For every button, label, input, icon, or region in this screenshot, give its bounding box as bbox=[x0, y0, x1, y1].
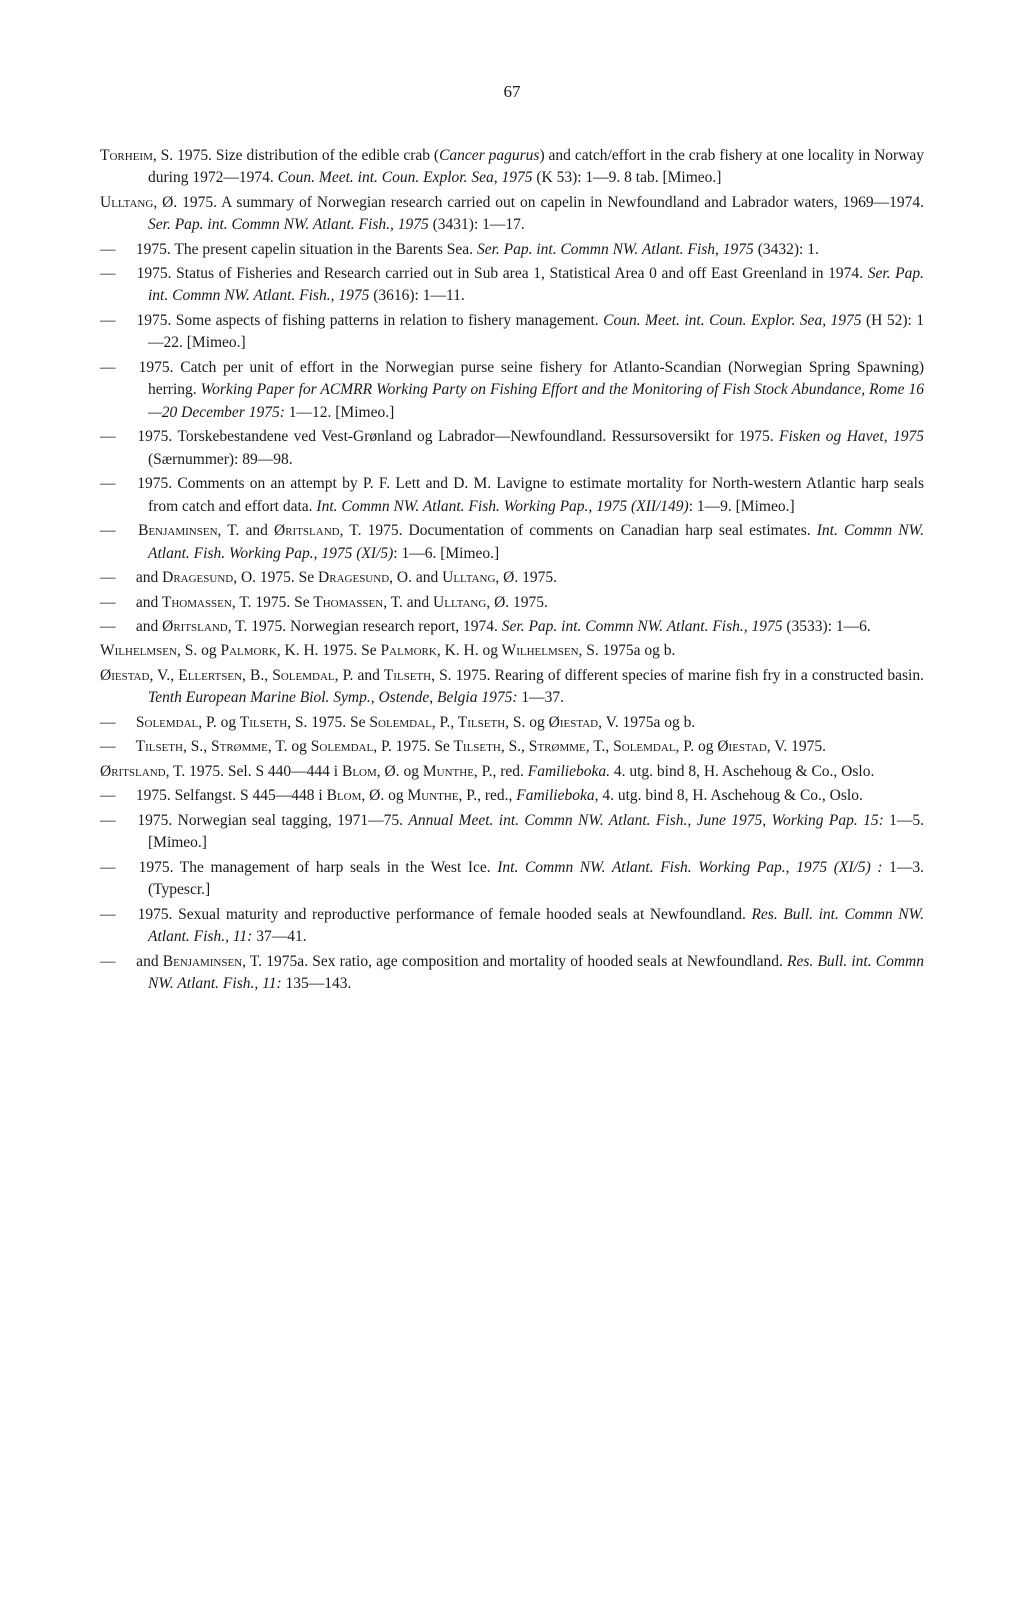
page-number: 67 bbox=[100, 80, 924, 105]
bibliography-entry: — 1975. Catch per unit of effort in the … bbox=[100, 357, 924, 424]
bibliography-entry: Øritsland, T. 1975. Sel. S 440—444 i Blo… bbox=[100, 761, 924, 783]
bibliography-entry: — Benjaminsen, T. and Øritsland, T. 1975… bbox=[100, 520, 924, 565]
bibliography-entry: — 1975. Torskebestandene ved Vest-Grønla… bbox=[100, 426, 924, 471]
bibliography-entry: — 1975. The management of harp seals in … bbox=[100, 857, 924, 902]
bibliography-entry: — and Øritsland, T. 1975. Norwegian rese… bbox=[100, 616, 924, 638]
bibliography-entry: Wilhelmsen, S. og Palmork, K. H. 1975. S… bbox=[100, 640, 924, 662]
bibliography-entry: — 1975. Selfangst. S 445—448 i Blom, Ø. … bbox=[100, 785, 924, 807]
bibliography-entry: — 1975. Sexual maturity and reproductive… bbox=[100, 904, 924, 949]
bibliography-entry: Ulltang, Ø. 1975. A summary of Norwegian… bbox=[100, 192, 924, 237]
bibliography-entry: Øiestad, V., Ellertsen, B., Solemdal, P.… bbox=[100, 665, 924, 710]
bibliography-entry: — Solemdal, P. og Tilseth, S. 1975. Se S… bbox=[100, 712, 924, 734]
bibliography-entry: — and Thomassen, T. 1975. Se Thomassen, … bbox=[100, 592, 924, 614]
bibliography-entry: — 1975. Status of Fisheries and Research… bbox=[100, 263, 924, 308]
bibliography-entry: — 1975. Some aspects of fishing patterns… bbox=[100, 310, 924, 355]
bibliography-entry: — 1975. Norwegian seal tagging, 1971—75.… bbox=[100, 810, 924, 855]
bibliography-entry: — 1975. Comments on an attempt by P. F. … bbox=[100, 473, 924, 518]
bibliography-entry: — 1975. The present capelin situation in… bbox=[100, 239, 924, 261]
bibliography-entry: Torheim, S. 1975. Size distribution of t… bbox=[100, 145, 924, 190]
bibliography-entry: — and Benjaminsen, T. 1975a. Sex ratio, … bbox=[100, 951, 924, 996]
bibliography-list: Torheim, S. 1975. Size distribution of t… bbox=[100, 145, 924, 996]
bibliography-entry: — and Dragesund, O. 1975. Se Dragesund, … bbox=[100, 567, 924, 589]
bibliography-entry: — Tilseth, S., Strømme, T. og Solemdal, … bbox=[100, 736, 924, 758]
